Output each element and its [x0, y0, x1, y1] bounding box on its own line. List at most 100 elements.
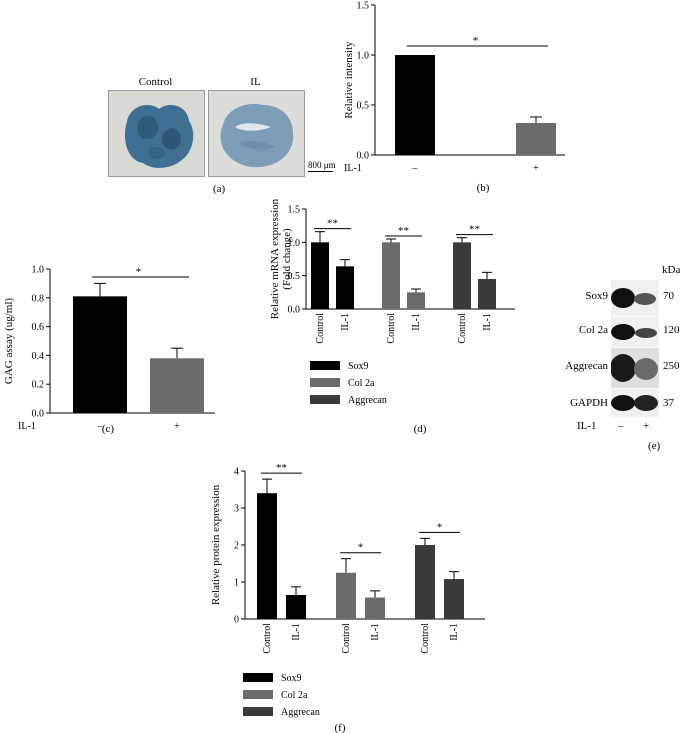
panel-label-e: (e) [648, 440, 661, 452]
bar [382, 242, 400, 309]
y-axis-label: (Fold change) [281, 228, 293, 290]
y-tick-label: 0.2 [32, 380, 45, 391]
y-tick-label: 0.5 [288, 271, 301, 282]
y-axis-label: GAG assay (ug/ml) [3, 298, 15, 384]
y-tick-label: 2 [234, 541, 239, 552]
legend-swatch [243, 707, 273, 716]
y-tick-label: 1.0 [288, 238, 301, 249]
y-tick-label: 0.0 [357, 151, 370, 162]
bar [516, 123, 556, 155]
treatment-value: – [412, 163, 419, 174]
bar [395, 55, 435, 155]
x-tick-label: Control [386, 313, 397, 344]
legend-swatch [310, 361, 340, 370]
kda-header: kDa [662, 264, 681, 276]
bar [415, 545, 435, 619]
control-histology-image [108, 90, 205, 177]
x-tick-label: IL-1 [449, 623, 460, 641]
y-tick-label: 3 [234, 504, 239, 515]
y-tick-label: 1.5 [288, 205, 301, 216]
blot-band-sox9 [611, 280, 659, 316]
chart-f: 0 1 2 3 4 Relative protein expression Control I… [210, 462, 485, 734]
panel-label-c: (c) [102, 423, 115, 435]
blot-label-aggrecan: Aggrecan [565, 360, 608, 372]
treatment-label: IL-1 [18, 421, 36, 432]
blot-treatment-minus: – [618, 420, 624, 432]
blot-band-aggrecan [610, 348, 659, 388]
treatment-label: IL-1 [344, 163, 362, 174]
bar [336, 266, 354, 309]
chart-b: 0.0 0.5 1.0 1.5 Relative intensity – + IL-1 * (b… [343, 1, 565, 194]
blot-kda-col2a: 120 [663, 324, 680, 336]
bar [365, 597, 385, 619]
treatment-value: + [174, 421, 180, 432]
y-axis-label: Relative mRNA expression [269, 198, 281, 319]
y-axis-label: Relative protein expression [210, 484, 222, 605]
blot-treatment-plus: + [643, 420, 650, 432]
significance-marker: ** [276, 462, 287, 474]
significance-marker: * [437, 521, 443, 533]
y-axis-label: Relative intensity [343, 41, 355, 119]
x-tick-label: Control [315, 313, 326, 344]
y-tick-label: 0.8 [32, 293, 45, 304]
y-tick-label: 0.0 [32, 409, 45, 420]
blot-label-gapdh: GAPDH [570, 397, 608, 409]
legend-swatch [310, 395, 340, 404]
il-histology-image [208, 90, 305, 177]
y-tick-label: 1.5 [357, 1, 370, 12]
blot-kda-aggrecan: 250 [663, 360, 680, 372]
significance-marker: ** [327, 218, 338, 230]
scale-bar [308, 171, 333, 172]
bar [286, 594, 306, 619]
x-tick-label: Control [457, 313, 468, 344]
legend-label: Aggrecan [281, 707, 320, 718]
x-tick-label: IL-1 [370, 623, 381, 641]
legend-swatch [243, 690, 273, 699]
significance-marker: * [473, 35, 479, 47]
panel-label-d: (d) [414, 423, 427, 435]
bar [336, 572, 356, 619]
y-tick-label: 0 [234, 615, 239, 626]
y-tick-label: 1.0 [32, 265, 45, 276]
bar [311, 242, 329, 309]
blot-band-gapdh [611, 389, 659, 417]
panel-label-a: (a) [213, 183, 226, 195]
legend-label: Sox9 [348, 361, 369, 372]
significance-marker: ** [398, 225, 409, 237]
x-tick-label: Control [341, 623, 352, 654]
chart-d: 0.0 0.5 1.0 1.5 Relative mRNA expression (Fol… [269, 198, 515, 435]
legend-label: Col 2a [281, 690, 308, 701]
panel-label-f: (f) [335, 722, 346, 734]
legend-label: Aggrecan [348, 395, 387, 406]
blot-kda-gapdh: 37 [663, 397, 674, 409]
legend-label: Col 2a [348, 378, 375, 389]
x-tick-label: IL-1 [340, 313, 351, 331]
significance-marker: * [136, 266, 142, 278]
legend-swatch [310, 378, 340, 387]
y-tick-label: 0.4 [32, 351, 45, 362]
y-tick-label: 4 [234, 467, 239, 478]
y-tick-label: 0.6 [32, 322, 45, 333]
legend-swatch [243, 673, 273, 682]
bar [150, 358, 204, 413]
chart-c: 0.0 0.2 0.4 0.6 0.8 1.0 GAG assay (ug/ml) – + IL-… [3, 265, 215, 435]
y-tick-label: 0.0 [288, 305, 301, 316]
panel-label-b: (b) [477, 182, 490, 194]
x-tick-label: Control [262, 623, 273, 654]
blot-band-col2a [611, 317, 659, 347]
significance-marker: * [358, 542, 364, 554]
bar [257, 493, 277, 619]
blot-label-col2a: Col 2a [578, 324, 608, 336]
x-tick-label: IL-1 [411, 313, 422, 331]
treatment-value: – [97, 421, 104, 432]
blot-treatment-label: IL-1 [577, 420, 597, 432]
bar [478, 279, 496, 309]
x-tick-label: Control [420, 623, 431, 654]
y-tick-label: 1.0 [357, 51, 370, 62]
bar [73, 296, 127, 413]
y-tick-label: 1 [234, 578, 239, 589]
significance-marker: ** [469, 224, 480, 236]
il-image-label: IL [250, 76, 261, 88]
scale-bar-label: 800 μm [308, 160, 336, 170]
legend-label: Sox9 [281, 673, 302, 684]
